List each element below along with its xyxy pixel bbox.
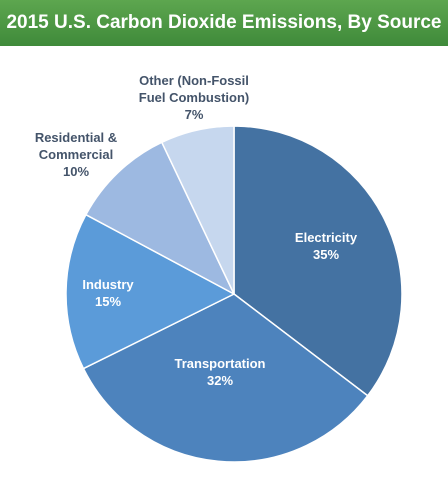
slice-percent: 10% (63, 164, 89, 179)
slice-label-2: Transportation 32% (174, 356, 265, 388)
slice-name-line: Residential & (35, 130, 117, 145)
slice-label-5: Other (Non-Fossil Fuel Combustion) 7% (139, 73, 250, 122)
slice-label-1: Electricity 35% (295, 230, 358, 262)
slice-name-line: Fuel Combustion) (139, 90, 250, 105)
slice-label-3: Industry 15% (82, 277, 134, 309)
pie-slice-4 (85, 141, 235, 295)
slice-name-line: Electricity (295, 230, 358, 245)
slice-name-line: Commercial (39, 147, 113, 162)
slice-label-4: Residential & Commercial 10% (35, 130, 117, 179)
slice-percent: 32% (207, 373, 233, 388)
slice-name-line: Industry (82, 277, 134, 292)
pie-chart: Electricity 35% Transportation 32% Industry 1… (35, 73, 403, 463)
slice-percent: 15% (95, 294, 121, 309)
slice-name-line: Other (Non-Fossil (139, 73, 249, 88)
title-bar: 2015 U.S. Carbon Dioxide Emissions, By S… (0, 0, 448, 46)
pie-slices (65, 125, 403, 463)
pie-labels: Electricity 35% Transportation 32% Industry 1… (35, 73, 358, 388)
slice-percent: 35% (313, 247, 339, 262)
pie-slice-2 (82, 293, 369, 463)
pie-slice-1 (233, 125, 403, 397)
pie-slice-5 (161, 125, 235, 295)
chart-title: 2015 U.S. Carbon Dioxide Emissions, By S… (6, 12, 442, 33)
slice-percent: 7% (185, 107, 204, 122)
pie-slice-3 (65, 213, 235, 370)
slice-name-line: Transportation (174, 356, 265, 371)
